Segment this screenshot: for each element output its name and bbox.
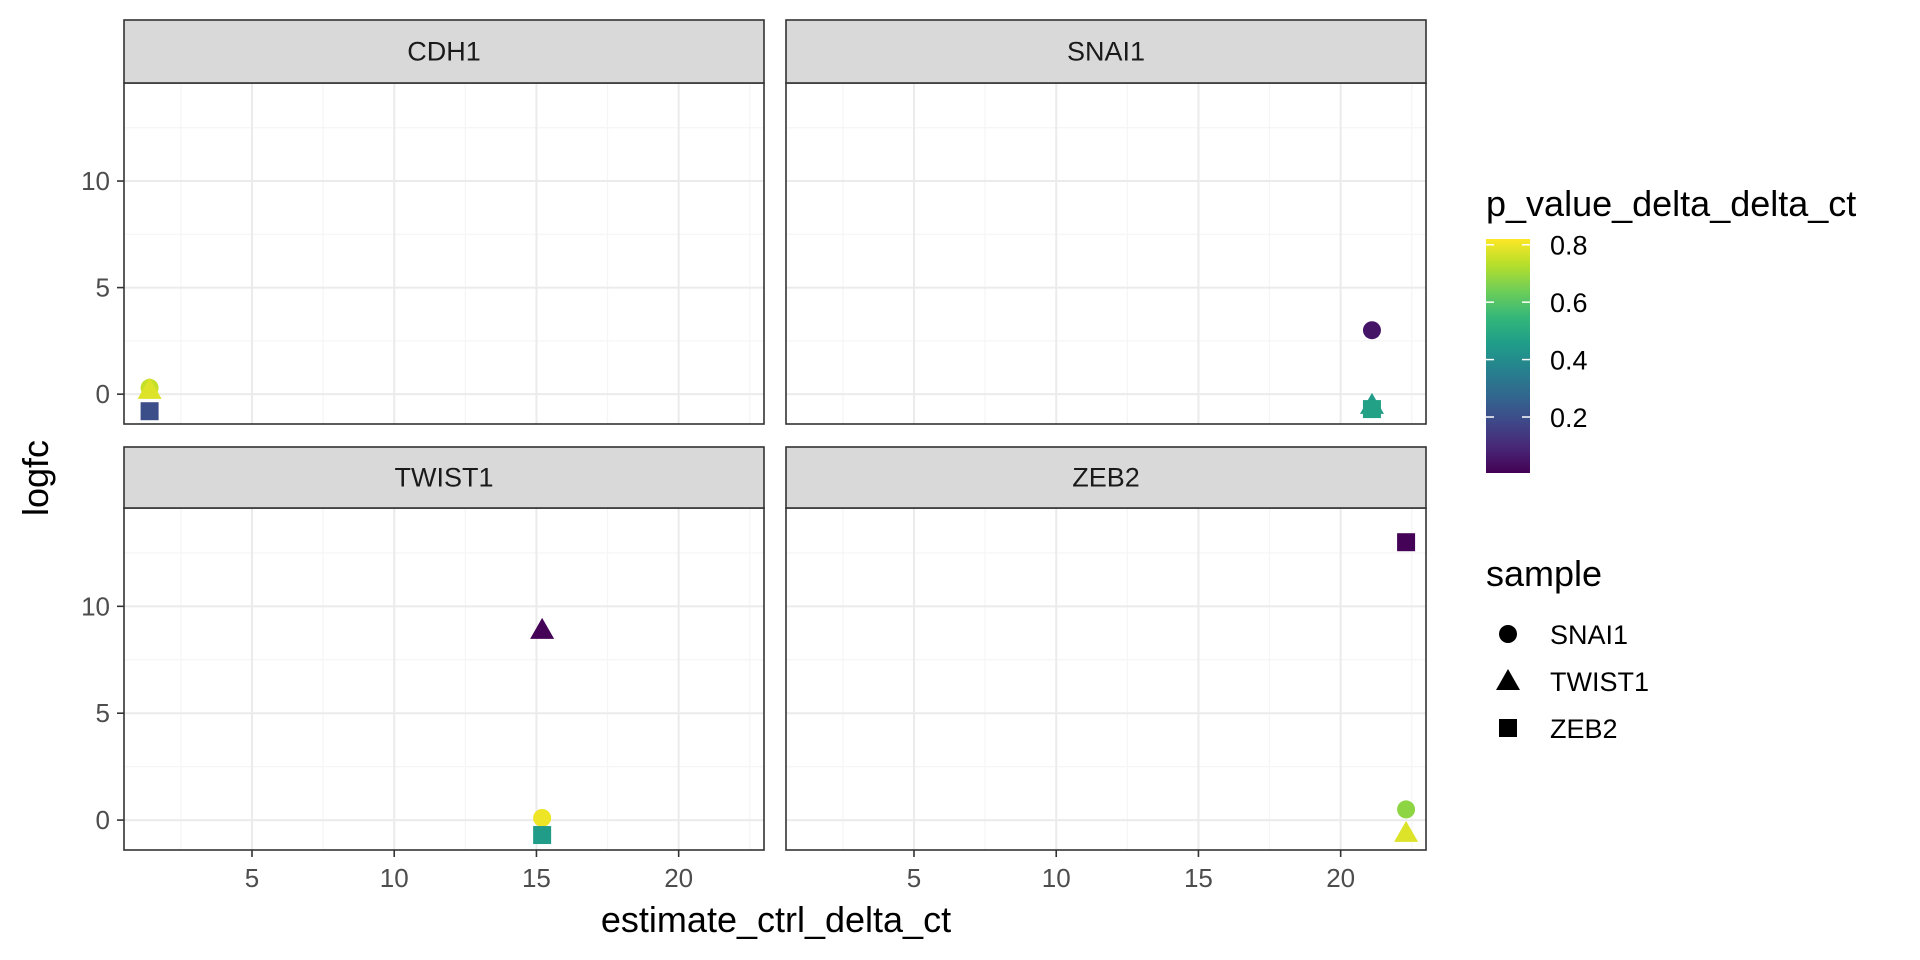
- x-tick-label: 20: [664, 863, 693, 893]
- point-twist1: [1394, 820, 1419, 842]
- facet-panel-snai1: SNAI1: [785, 19, 1427, 425]
- x-tick-label: 15: [1184, 863, 1213, 893]
- x-axes: 5 10 15 20 5 10 15 20: [245, 850, 1355, 893]
- strip-background: [785, 446, 1427, 509]
- shape-legend-title: sample: [1486, 553, 1602, 594]
- strip-background: [785, 19, 1427, 84]
- x-tick-label: 10: [1042, 863, 1071, 893]
- y-tick-label: 5: [96, 273, 110, 303]
- shape-legend-label: ZEB2: [1550, 714, 1618, 744]
- y-tick-label: 5: [96, 698, 110, 728]
- point-zeb2: [1362, 400, 1381, 419]
- y-axis-title: logfc: [15, 440, 56, 516]
- strip-label: SNAI1: [1067, 37, 1145, 67]
- x-tick-label: 20: [1326, 863, 1355, 893]
- circle-key-icon: [1499, 625, 1517, 643]
- panel-background: [786, 508, 1426, 850]
- facet-panels: CDH1 SNAI1 TWIST1 ZEB2: [123, 19, 1427, 851]
- point-twist1: [137, 377, 162, 399]
- point-zeb2: [533, 826, 552, 845]
- panel-background: [124, 83, 764, 424]
- shape-legend-item-snai1: SNAI1: [1499, 620, 1628, 650]
- point-twist1: [530, 617, 555, 639]
- panel-background: [124, 508, 764, 850]
- strip-background: [123, 19, 765, 84]
- y-tick-label: 10: [81, 591, 110, 621]
- colorbar-label: 0.8: [1550, 231, 1588, 261]
- colorbar-label: 0.2: [1550, 403, 1588, 433]
- colorbar-label: 0.4: [1550, 346, 1588, 376]
- point-snai1: [533, 808, 552, 827]
- shape-legend-label: SNAI1: [1550, 620, 1628, 650]
- colorbar: [1486, 239, 1530, 473]
- shape-legend-label: TWIST1: [1550, 667, 1649, 697]
- shape-legend-item-zeb2: ZEB2: [1499, 714, 1618, 744]
- x-tick-label: 10: [380, 863, 409, 893]
- panel-background: [786, 83, 1426, 424]
- point-zeb2: [140, 402, 159, 421]
- x-tick-label: 5: [245, 863, 259, 893]
- strip-label: TWIST1: [395, 463, 494, 493]
- color-legend: p_value_delta_delta_ct 0.2 0.4 0.6 0.8: [1486, 183, 1856, 473]
- y-tick-label: 0: [96, 805, 110, 835]
- strip-label: ZEB2: [1072, 463, 1140, 493]
- square-key-icon: [1499, 719, 1517, 737]
- x-tick-label: 5: [907, 863, 921, 893]
- y-tick-label: 10: [81, 166, 110, 196]
- x-tick-label: 15: [522, 863, 551, 893]
- strip-label: CDH1: [407, 37, 481, 67]
- facet-panel-zeb2: ZEB2: [785, 446, 1427, 851]
- shape-legend-item-twist1: TWIST1: [1496, 667, 1649, 697]
- y-axes: 0 5 10 0 5 10: [81, 166, 124, 835]
- facet-panel-cdh1: CDH1: [123, 19, 765, 425]
- x-axis-title: estimate_ctrl_delta_ct: [601, 899, 951, 940]
- point-snai1: [1362, 321, 1381, 340]
- facet-panel-twist1: TWIST1: [123, 446, 765, 851]
- strip-background: [123, 446, 765, 509]
- triangle-key-icon: [1496, 669, 1520, 690]
- shape-legend: sample SNAI1 TWIST1 ZEB2: [1486, 553, 1649, 744]
- point-zeb2: [1397, 533, 1416, 552]
- colorbar-label: 0.6: [1550, 288, 1588, 318]
- color-legend-title: p_value_delta_delta_ct: [1486, 183, 1856, 224]
- point-snai1: [1397, 800, 1416, 819]
- y-tick-label: 0: [96, 379, 110, 409]
